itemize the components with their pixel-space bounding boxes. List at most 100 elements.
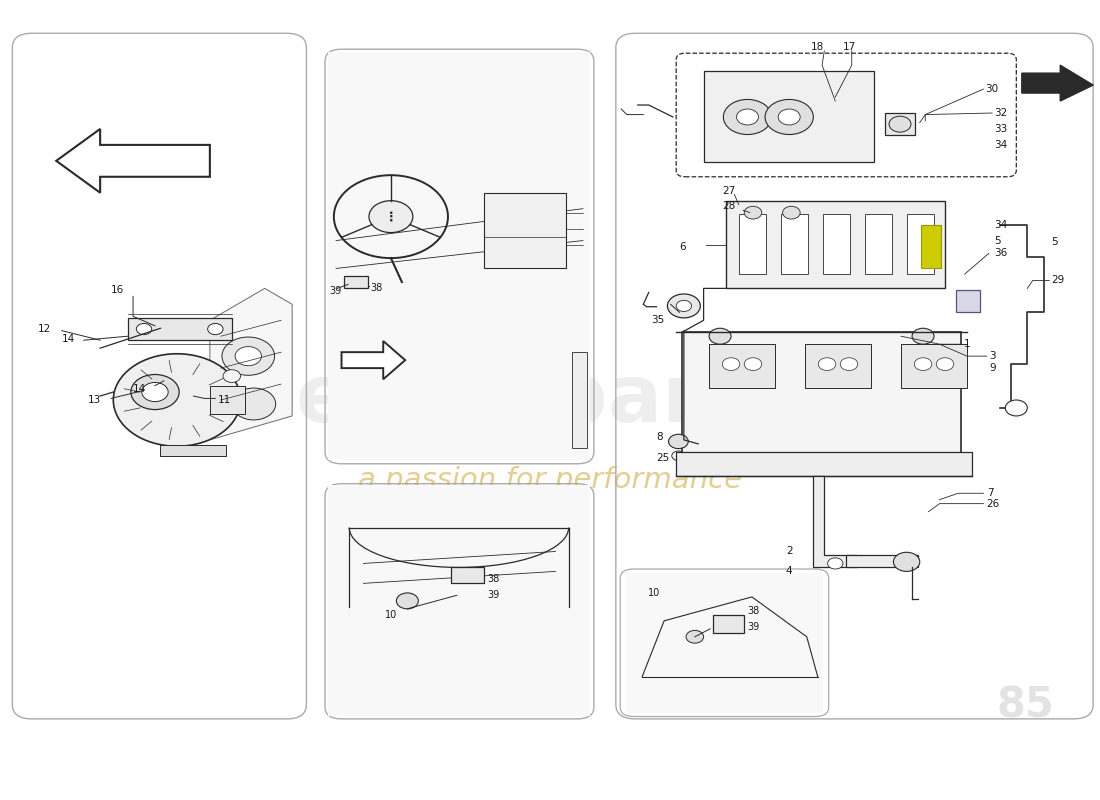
Circle shape [840, 358, 858, 370]
Circle shape [827, 558, 843, 569]
Circle shape [668, 294, 701, 318]
Text: 12: 12 [37, 324, 51, 334]
Text: 13: 13 [88, 395, 101, 405]
Text: 27: 27 [723, 186, 736, 196]
Bar [161, 445, 227, 456]
Bar [823, 214, 850, 274]
Circle shape [232, 388, 276, 420]
Text: 38: 38 [370, 283, 383, 294]
Bar [726, 201, 945, 288]
Text: a passion for performance: a passion for performance [358, 466, 742, 494]
Bar [865, 214, 892, 274]
Circle shape [136, 323, 152, 334]
Circle shape [766, 99, 813, 134]
Text: 11: 11 [218, 395, 231, 405]
Text: 10: 10 [385, 610, 398, 620]
Bar [343, 276, 367, 288]
Circle shape [222, 337, 275, 375]
Circle shape [818, 358, 836, 370]
Text: 25: 25 [657, 453, 670, 463]
Text: eurospares: eurospares [295, 361, 805, 439]
Bar [484, 193, 566, 269]
Text: 17: 17 [843, 42, 856, 52]
Circle shape [723, 358, 740, 370]
Text: 14: 14 [62, 334, 75, 344]
Bar [329, 52, 590, 460]
Bar [906, 214, 934, 274]
Circle shape [131, 374, 179, 410]
Circle shape [893, 552, 920, 571]
Text: 26: 26 [987, 498, 1000, 509]
Bar [682, 332, 961, 456]
Bar [956, 290, 980, 312]
Bar [901, 344, 967, 388]
Text: 14: 14 [133, 384, 146, 394]
Text: 9: 9 [989, 363, 996, 373]
Polygon shape [341, 341, 405, 379]
Text: 32: 32 [994, 108, 1008, 118]
Text: 38: 38 [748, 606, 760, 616]
Text: 16: 16 [111, 285, 124, 295]
Text: 28: 28 [723, 202, 736, 211]
Text: 10: 10 [648, 588, 660, 598]
Circle shape [235, 346, 262, 366]
Text: 6: 6 [680, 242, 686, 252]
Circle shape [745, 206, 762, 219]
Text: 8: 8 [657, 433, 663, 442]
Text: 3: 3 [989, 351, 996, 361]
Bar [329, 486, 590, 717]
Circle shape [1005, 400, 1027, 416]
Circle shape [724, 99, 771, 134]
Text: 29: 29 [1052, 275, 1065, 286]
Text: ⋮: ⋮ [385, 210, 397, 223]
Circle shape [396, 593, 418, 609]
Circle shape [778, 109, 800, 125]
Bar [884, 113, 915, 135]
Text: 7: 7 [987, 488, 993, 498]
Circle shape [223, 370, 241, 382]
Text: 39: 39 [748, 622, 760, 632]
Polygon shape [813, 476, 857, 567]
Bar [739, 214, 767, 274]
Circle shape [113, 354, 241, 446]
Polygon shape [56, 129, 210, 193]
Bar [710, 344, 774, 388]
Circle shape [914, 358, 932, 370]
Polygon shape [210, 288, 293, 440]
Bar [846, 555, 917, 567]
Circle shape [782, 206, 800, 219]
Text: 1: 1 [964, 339, 970, 349]
Circle shape [686, 630, 704, 643]
Bar [921, 225, 940, 269]
Circle shape [710, 328, 732, 344]
Bar [626, 573, 823, 713]
Text: 36: 36 [994, 248, 1008, 258]
Text: 18: 18 [811, 42, 824, 52]
Text: 34: 34 [994, 220, 1008, 230]
Bar [572, 352, 587, 448]
Circle shape [672, 451, 685, 461]
Bar [781, 214, 808, 274]
Text: 39: 39 [487, 590, 499, 600]
Text: 38: 38 [487, 574, 499, 584]
Circle shape [737, 109, 759, 125]
Text: 30: 30 [986, 84, 999, 94]
Bar [676, 452, 972, 476]
Text: 33: 33 [994, 124, 1008, 134]
Circle shape [208, 323, 223, 334]
Text: 85: 85 [997, 685, 1055, 727]
Bar [805, 344, 871, 388]
Text: 4: 4 [785, 566, 792, 577]
Bar [128, 318, 232, 340]
Text: 5: 5 [1052, 237, 1058, 247]
Circle shape [142, 382, 168, 402]
Text: 5: 5 [994, 235, 1001, 246]
Circle shape [676, 300, 692, 311]
Polygon shape [1022, 65, 1093, 101]
Text: 35: 35 [651, 315, 664, 326]
Circle shape [368, 201, 412, 233]
Text: 2: 2 [785, 546, 792, 557]
Circle shape [745, 358, 762, 370]
Circle shape [889, 116, 911, 132]
Bar [451, 567, 484, 583]
